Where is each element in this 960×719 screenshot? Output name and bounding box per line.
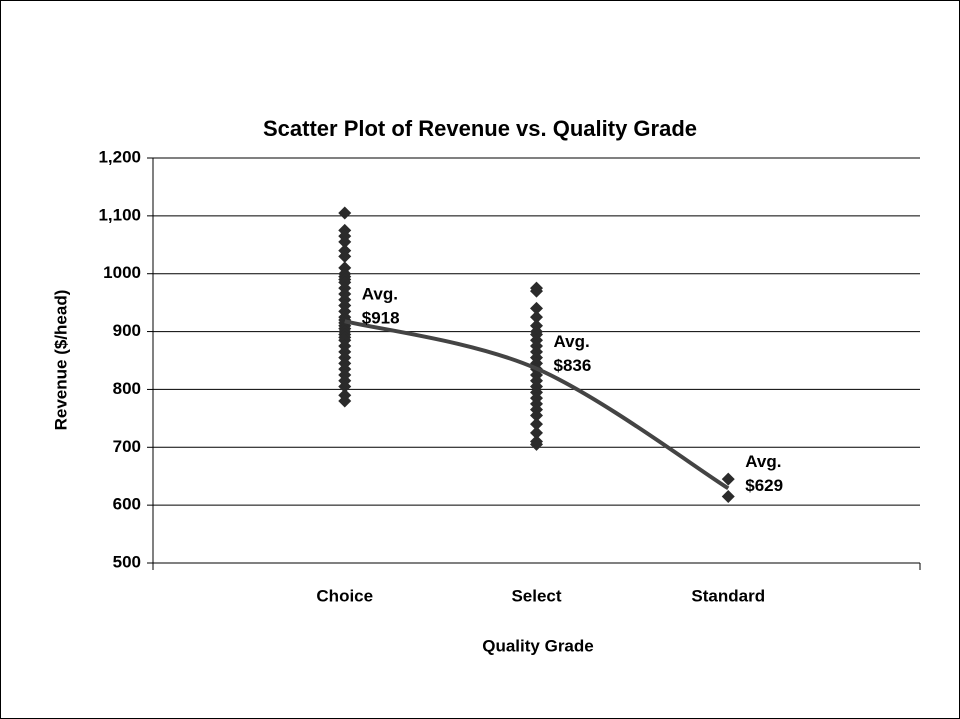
point	[530, 284, 543, 298]
point	[338, 394, 352, 408]
point	[721, 489, 735, 503]
avg-prefix: Avg.	[745, 452, 781, 471]
point	[530, 426, 543, 440]
y-tick-label: 1000	[103, 263, 141, 282]
x-axis-label: Quality Grade	[482, 636, 593, 655]
avg-label: $918	[362, 309, 400, 328]
point	[338, 206, 352, 220]
avg-prefix: Avg.	[362, 285, 398, 304]
y-tick-label: 600	[113, 495, 141, 514]
point	[530, 408, 543, 422]
point	[338, 380, 352, 394]
chart-title: Scatter Plot of Revenue vs. Quality Grad…	[263, 116, 697, 141]
x-tick-label: Select	[511, 586, 561, 605]
y-tick-label: 900	[113, 321, 141, 340]
avg-label: $629	[745, 476, 783, 495]
point	[530, 417, 543, 431]
trend-line	[344, 319, 730, 491]
avg-prefix: Avg.	[554, 332, 590, 351]
point	[721, 472, 735, 486]
point	[530, 437, 543, 451]
y-tick-label: 1,200	[98, 147, 141, 166]
point	[338, 249, 352, 263]
point	[530, 310, 543, 324]
point	[338, 235, 352, 249]
point	[530, 301, 543, 315]
y-tick-label: 700	[113, 437, 141, 456]
y-axis-label: Revenue ($/head)	[51, 290, 70, 431]
x-tick-label: Choice	[316, 586, 373, 605]
y-tick-label: 500	[113, 552, 141, 571]
x-tick-label: Standard	[691, 586, 765, 605]
y-tick-label: 1,100	[98, 205, 141, 224]
avg-label: $836	[554, 356, 592, 375]
y-tick-label: 800	[113, 379, 141, 398]
